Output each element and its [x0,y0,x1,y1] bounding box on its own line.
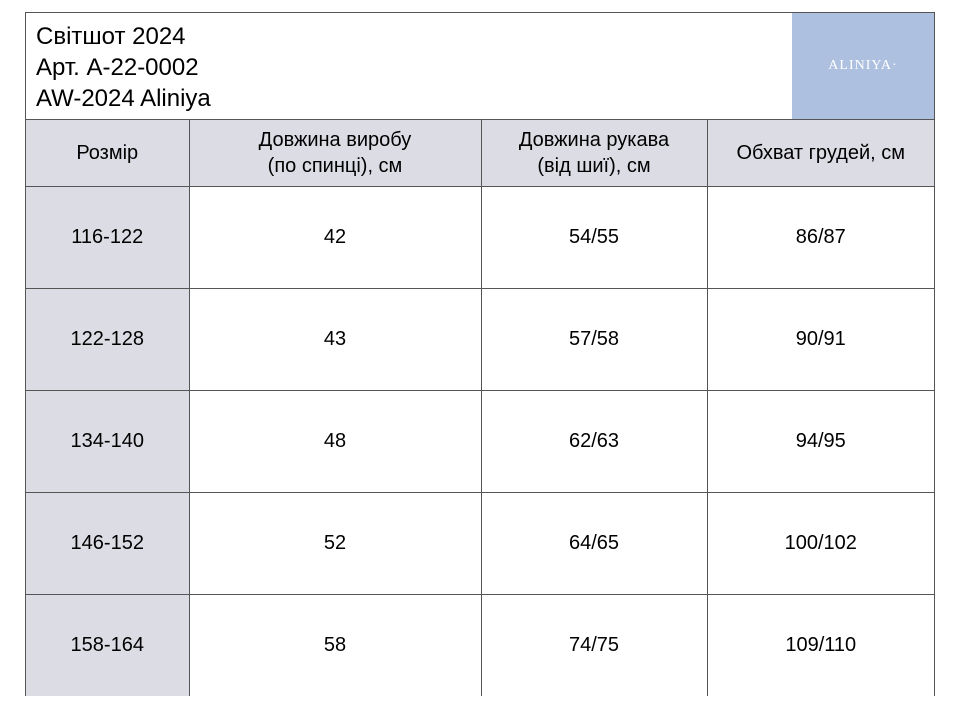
chest-cell: 90/91 [706,288,934,391]
table-row: 116-122 42 54/55 86/87 [26,186,934,289]
brand-logo-text: ALINIYA· [828,58,898,73]
column-header-sublabel: (від шиї), см [537,155,651,177]
size-cell: 158-164 [26,594,190,696]
length-cell: 58 [188,594,482,696]
sleeve-cell: 74/75 [480,594,708,696]
length-cell: 52 [188,492,482,595]
length-cell: 43 [188,288,482,391]
sleeve-cell: 57/58 [480,288,708,391]
column-header-label: Довжина рукава [518,129,670,151]
table-row: 158-164 58 74/75 109/110 [26,594,934,696]
column-header-length: Довжина виробу (по спинці), см [188,119,482,187]
chest-cell: 109/110 [706,594,934,696]
column-header-chest: Обхват грудей, см [706,119,934,187]
column-header-label: Довжина виробу [258,129,412,151]
table-row: 122-128 43 57/58 90/91 [26,288,934,391]
chest-cell: 86/87 [706,186,934,289]
size-cell: 146-152 [26,492,190,595]
chest-cell: 100/102 [706,492,934,595]
product-title: Світшот 2024 [36,23,186,50]
sleeve-cell: 54/55 [480,186,708,289]
table-header-row: Розмір Довжина виробу (по спинці), см До… [26,119,934,187]
collection-name: AW-2024 Aliniya [36,85,211,112]
length-cell: 48 [188,390,482,493]
size-cell: 134-140 [26,390,190,493]
column-header-label: Обхват грудей, см [736,142,905,164]
table-row: 134-140 48 62/63 94/95 [26,390,934,493]
chest-cell: 94/95 [706,390,934,493]
table-row: 146-152 52 64/65 100/102 [26,492,934,595]
column-header-sublabel: (по спинці), см [267,155,403,177]
length-cell: 42 [188,186,482,289]
column-header-label: Розмір [76,142,139,164]
size-cell: 116-122 [26,186,190,289]
brand-logo: ALINIYA· [792,13,934,119]
column-header-size: Розмір [26,119,190,187]
size-chart-sheet: Світшот 2024 Арт. А-22-0002 AW-2024 Alin… [25,12,935,696]
size-cell: 122-128 [26,288,190,391]
column-header-sleeve: Довжина рукава (від шиї), см [480,119,708,187]
article-number: Арт. А-22-0002 [36,54,199,81]
size-table: Розмір Довжина виробу (по спинці), см До… [26,119,934,696]
sleeve-cell: 62/63 [480,390,708,493]
title-block: Світшот 2024 Арт. А-22-0002 AW-2024 Alin… [26,13,792,119]
sleeve-cell: 64/65 [480,492,708,595]
